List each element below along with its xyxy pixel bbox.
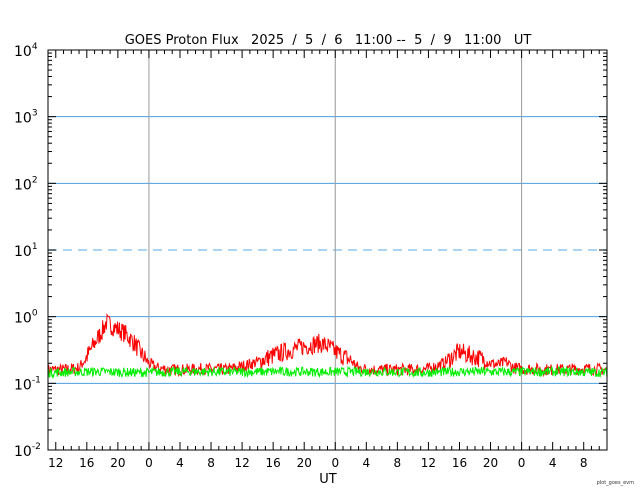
- x-tick-label: 12: [421, 456, 436, 470]
- x-tick-label: 20: [110, 456, 125, 470]
- x-tick-label: 4: [176, 456, 184, 470]
- chart-title: GOES Proton Flux 2025 / 5 / 6 11:00 -- 5…: [125, 33, 532, 48]
- series-layer: [47, 313, 608, 379]
- grid-layer: [48, 50, 607, 450]
- y-tick-label: 102: [14, 175, 38, 193]
- x-tick-label: 8: [394, 456, 402, 470]
- x-tick-label: 12: [48, 456, 63, 470]
- x-tick-label: 0: [518, 456, 526, 470]
- x-axis-label: UT: [319, 472, 337, 487]
- x-tick-label: 20: [297, 456, 312, 470]
- y-tick-label: 104: [14, 42, 38, 60]
- x-tick-label: 4: [362, 456, 370, 470]
- y-tick-label: 103: [14, 109, 38, 127]
- x-tick-label: 0: [331, 456, 339, 470]
- y-tick-label: 100: [14, 309, 38, 327]
- x-tick-label: 16: [79, 456, 94, 470]
- x-tick-label: 8: [580, 456, 588, 470]
- x-tick-label: 16: [266, 456, 281, 470]
- y-tick-label: 10-1: [14, 375, 41, 393]
- credit-text: plot_goes_evm: [597, 480, 635, 486]
- label-layer: 10-2 10-1 100 101 102 103 104 12 16 20 0 4 8 12 16 20 0 4…: [14, 42, 588, 470]
- y-tick-label: 10-2: [14, 442, 41, 460]
- x-tick-label: 12: [234, 456, 249, 470]
- x-tick-label: 16: [452, 456, 467, 470]
- series-line: [47, 365, 608, 379]
- x-tick-label: 8: [207, 456, 215, 470]
- y-tick-label: 101: [14, 242, 38, 260]
- x-tick-label: 20: [483, 456, 498, 470]
- x-tick-label: 4: [549, 456, 557, 470]
- series-line: [47, 313, 608, 378]
- tick-layer: [47, 49, 608, 451]
- x-tick-label: 0: [145, 456, 153, 470]
